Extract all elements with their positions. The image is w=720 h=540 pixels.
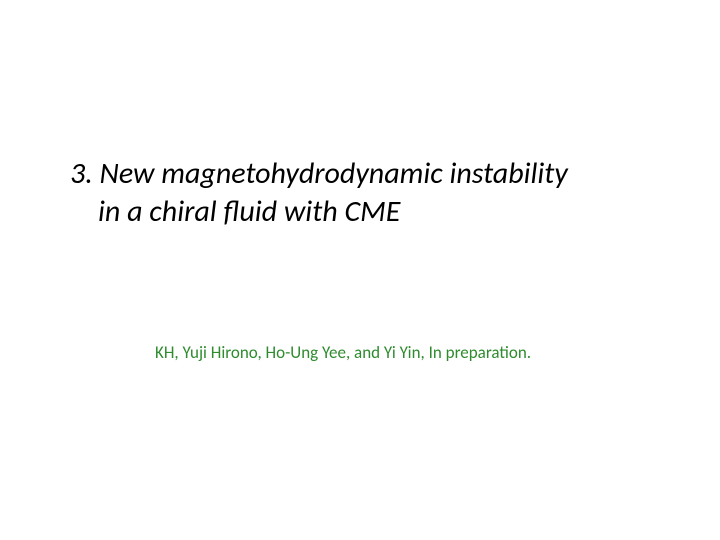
slide-title-block: 3. New magnetohydrodynamic instability i… bbox=[70, 155, 650, 230]
authors-block: KH, Yuji Hirono, Ho-Ung Yee, and Yi Yin,… bbox=[155, 342, 670, 363]
title-line-1: 3. New magnetohydrodynamic instability bbox=[70, 155, 650, 193]
authors-text: KH, Yuji Hirono, Ho-Ung Yee, and Yi Yin,… bbox=[155, 342, 670, 363]
title-line-2: in a chiral fluid with CME bbox=[70, 193, 650, 231]
